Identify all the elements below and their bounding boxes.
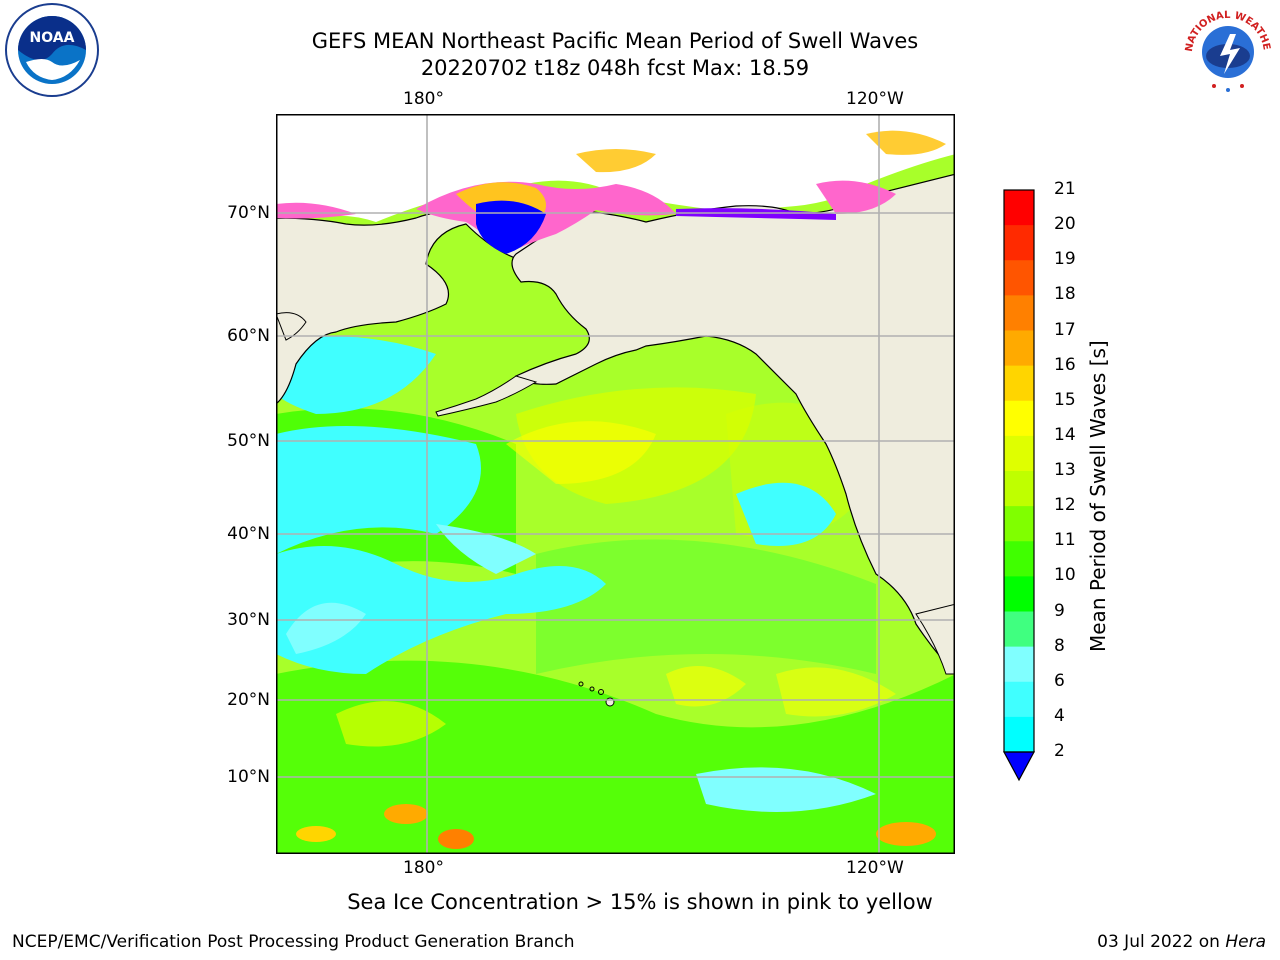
lon-tick-top-180: 180°: [403, 89, 444, 109]
colorbar-level-label: 11: [1054, 530, 1076, 551]
lon-tick-bottom-120w: 120°W: [846, 858, 904, 878]
colorbar-level-label: 17: [1054, 319, 1076, 340]
nws-logo: NATIONAL WEATHER SERVICE: [1176, 0, 1276, 98]
noaa-logo: NOAA: [4, 2, 100, 98]
colorbar-block: [1004, 400, 1034, 437]
colorbar-block: [1004, 260, 1034, 296]
lat-tick-70n: 70°N: [227, 203, 270, 223]
lat-tick-20n: 20°N: [227, 690, 270, 710]
colorbar-block: [1004, 295, 1034, 331]
sea-ice-caption: Sea Ice Concentration > 15% is shown in …: [347, 890, 933, 914]
footer-host: Hera: [1225, 932, 1266, 952]
colorbar-level-label: 2: [1054, 741, 1065, 761]
colorbar-level-label: 21: [1054, 179, 1076, 199]
colorbar: [1002, 189, 1036, 782]
footer-credit: NCEP/EMC/Verification Post Processing Pr…: [12, 932, 575, 952]
lat-tick-30n: 30°N: [227, 610, 270, 630]
colorbar-block: [1004, 365, 1034, 402]
colorbar-level-label: 20: [1054, 214, 1076, 235]
colorbar-block: [1004, 435, 1034, 472]
lat-tick-40n: 40°N: [227, 524, 270, 544]
colorbar-block: [1004, 611, 1034, 648]
colorbar-block: [1004, 471, 1034, 507]
lon-tick-top-120w: 120°W: [846, 89, 904, 109]
colorbar-block: [1004, 681, 1034, 718]
noaa-logo-text: NOAA: [30, 30, 75, 46]
colorbar-level-label: 19: [1054, 249, 1076, 270]
colorbar-level-label: 12: [1054, 495, 1076, 516]
colorbar-block: [1004, 506, 1034, 542]
colorbar-block: [1004, 646, 1034, 683]
map-panel: [276, 114, 955, 854]
lat-tick-10n: 10°N: [227, 767, 270, 787]
colorbar-block: [1004, 576, 1034, 612]
colorbar-level-label: 15: [1054, 389, 1076, 410]
graticule: [276, 114, 955, 854]
colorbar-block: [1004, 541, 1034, 577]
footer-date-text: 03 Jul 2022 on: [1097, 932, 1226, 952]
colorbar-level-label: 18: [1054, 284, 1076, 305]
colorbar-title: Mean Period of Swell Waves [s]: [1086, 340, 1110, 652]
colorbar-level-label: 10: [1054, 565, 1076, 586]
map-frame: [276, 114, 955, 854]
lat-tick-50n: 50°N: [227, 431, 270, 451]
colorbar-level-label: 9: [1054, 600, 1065, 621]
colorbar-level-label: 13: [1054, 460, 1076, 480]
footer-date: 03 Jul 2022 on Hera: [1097, 932, 1266, 952]
colorbar-level-label: 16: [1054, 354, 1076, 375]
colorbar-block: [1004, 190, 1034, 226]
lon-tick-bottom-180: 180°: [403, 858, 444, 878]
colorbar-block: [1004, 330, 1034, 367]
colorbar-level-label: 4: [1054, 705, 1065, 726]
colorbar-level-label: 6: [1054, 670, 1065, 691]
colorbar-block: [1004, 225, 1034, 261]
colorbar-level-label: 14: [1054, 424, 1076, 445]
map-title-line2: 20220702 t18z 048h fcst Max: 18.59: [420, 56, 810, 80]
map-title-line1: GEFS MEAN Northeast Pacific Mean Period …: [311, 29, 919, 53]
lat-tick-60n: 60°N: [227, 326, 270, 346]
colorbar-level-label: 8: [1054, 635, 1065, 656]
colorbar-block: [1004, 716, 1034, 753]
